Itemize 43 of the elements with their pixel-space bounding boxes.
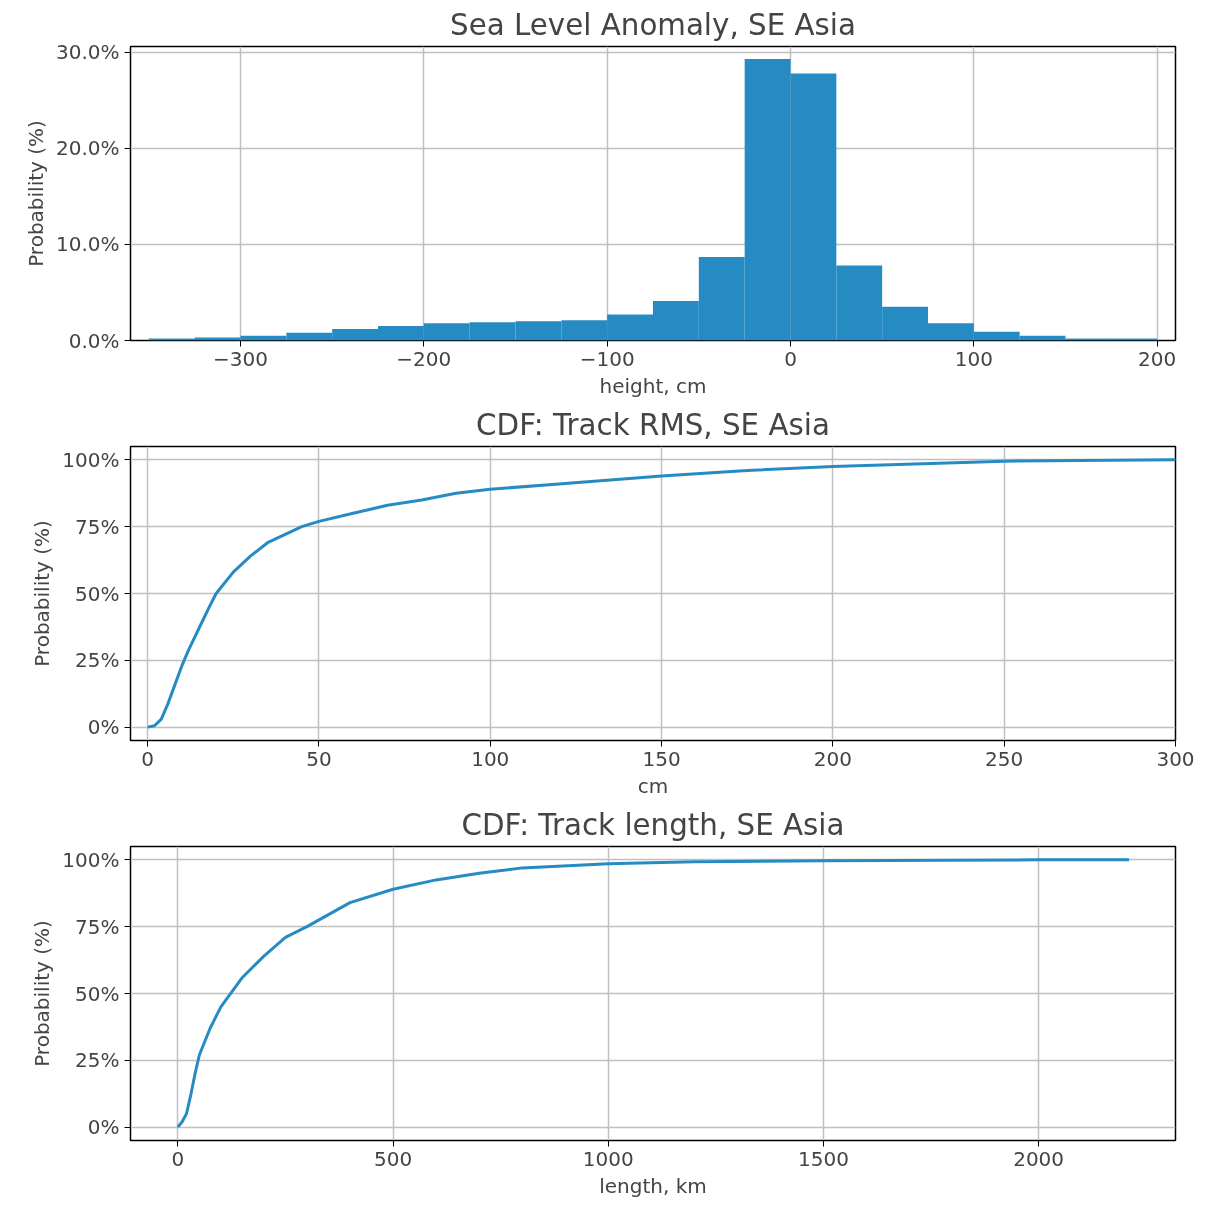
x-tick-label: −200 (396, 346, 452, 371)
y-tick-label: 50% (75, 981, 120, 1006)
y-tick-label: 10.0% (55, 232, 120, 257)
y-tick-label: 25% (75, 1048, 120, 1073)
y-axis-title: Probability (%) (23, 120, 48, 267)
chart-title: Sea Level Anomaly, SE Asia (450, 7, 856, 42)
line-series (176, 858, 1131, 1129)
x-tick-label: 150 (642, 746, 681, 771)
x-tick-label: 100 (954, 346, 993, 371)
y-tick-label: 100% (62, 847, 120, 872)
x-tick-label: 0 (141, 746, 154, 771)
y-axis-title: Probability (%) (30, 520, 55, 667)
chart-title: CDF: Track RMS, SE Asia (476, 407, 830, 442)
y-tick-label: 0% (87, 1115, 120, 1140)
x-tick-label: 1000 (582, 1146, 634, 1171)
y-tick-label: 25% (75, 648, 120, 673)
y-tick-label: 20.0% (55, 136, 120, 161)
x-axis-title: cm (637, 773, 669, 798)
line-series (146, 458, 1176, 729)
x-tick-label: 200 (813, 746, 852, 771)
x-tick-label: 1500 (797, 1146, 849, 1171)
y-axis-title: Probability (%) (30, 920, 55, 1067)
y-tick-label: 50% (75, 581, 120, 606)
x-tick-label: 2000 (1013, 1146, 1065, 1171)
x-axis-title: height, cm (599, 373, 707, 398)
x-tick-label: −100 (579, 346, 635, 371)
x-tick-label: 250 (985, 746, 1024, 771)
x-tick-label: 50 (306, 746, 332, 771)
y-tick-label: 75% (75, 514, 120, 539)
x-tick-label: −300 (213, 346, 268, 371)
y-tick-label: 0% (87, 715, 120, 740)
x-tick-label: 300 (1156, 746, 1195, 771)
x-tick-label: 0 (171, 1146, 185, 1171)
y-tick-label: 75% (75, 914, 120, 939)
x-tick-label: 200 (1138, 346, 1177, 371)
x-tick-label: 100 (471, 746, 510, 771)
chart-title: CDF: Track length, SE Asia (461, 807, 845, 842)
y-tick-label: 100% (62, 447, 120, 472)
x-axis-title: length, km (599, 1173, 707, 1198)
x-tick-label: 0 (784, 346, 797, 371)
y-tick-label: 30.0% (55, 40, 120, 65)
y-tick-label: 0.0% (68, 328, 120, 353)
x-tick-label: 500 (373, 1146, 413, 1171)
